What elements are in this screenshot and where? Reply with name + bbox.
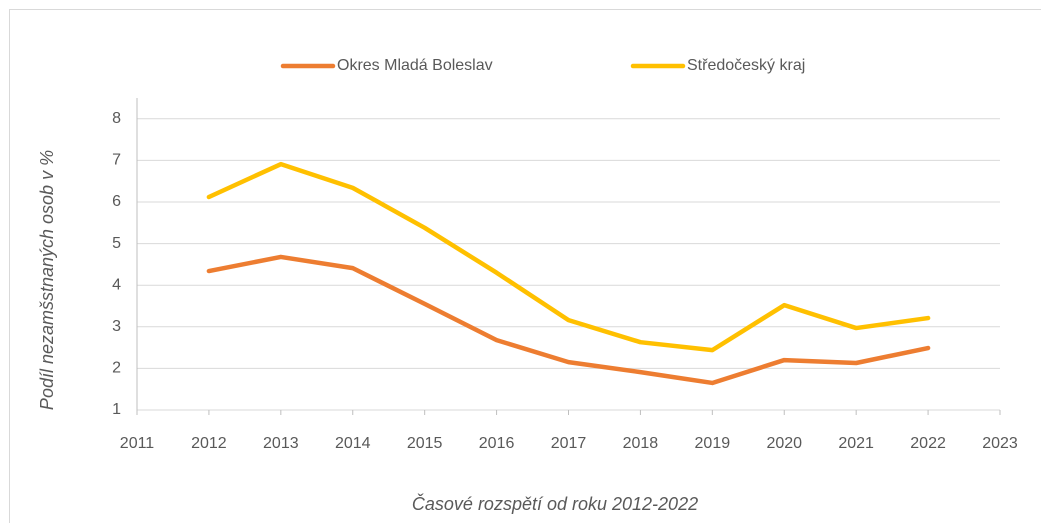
y-tick-label: 7 [112,152,121,169]
series-line [206,161,931,353]
x-tick-label: 2020 [766,435,802,452]
x-axis-title: Časové rozspětí od roku 2012-2022 [412,493,698,514]
x-tick-label: 2011 [120,435,155,452]
x-tick-label: 2023 [982,435,1018,452]
x-tick-label: 2018 [623,435,659,452]
x-tick-label: 2021 [838,435,874,452]
x-tick-label: 2019 [695,435,731,452]
y-tick-label: 4 [112,276,121,293]
x-tick-label: 2014 [335,435,371,452]
x-tick-label: 2013 [263,435,299,452]
y-tick-label: 5 [112,235,121,252]
y-axis-title: Podíl nezamšstnaných osob v % [37,150,57,410]
x-tick-label: 2016 [479,435,515,452]
legend-label: Okres Mladá Boleslav [337,57,493,74]
y-tick-label: 2 [112,360,121,377]
y-tick-label: 6 [112,193,121,210]
y-tick-label: 3 [112,318,121,335]
x-tick-label: 2017 [551,435,587,452]
y-tick-label: 1 [112,401,121,418]
y-tick-label: 8 [112,110,121,127]
x-tick-label: 2015 [407,435,443,452]
series-line [206,254,931,386]
chart-frame [9,9,1041,523]
legend-label: Středočeský kraj [687,57,805,74]
x-tick-label: 2022 [910,435,946,452]
x-tick-label: 2012 [191,435,227,452]
